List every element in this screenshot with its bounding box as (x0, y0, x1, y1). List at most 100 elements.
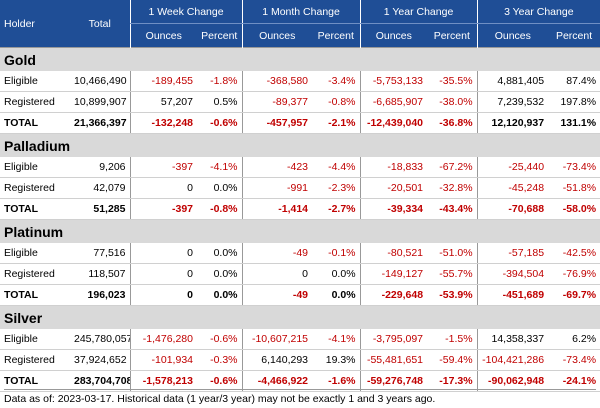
cell: -80,521 (359, 243, 428, 264)
section-row: Gold (0, 47, 600, 71)
cell: -32.8% (427, 177, 478, 199)
cell: -104,421,286 (476, 349, 549, 371)
cell: -90,062,948 (476, 370, 549, 392)
cell: -17.3% (427, 370, 478, 392)
cell: -3.4% (312, 71, 361, 92)
row-label: TOTAL (0, 370, 70, 392)
cell: -57,185 (476, 243, 549, 264)
cell: -45,248 (476, 177, 549, 199)
cell: 14,358,337 (476, 329, 549, 350)
cell: -368,580 (241, 71, 313, 92)
cell: -0.6% (197, 112, 243, 134)
cell: -3,795,097 (359, 329, 428, 350)
section-title: Platinum (0, 219, 600, 243)
cell: 196,023 (70, 284, 130, 306)
subheader: Percent (197, 23, 243, 48)
cell: -5,753,133 (359, 71, 428, 92)
cell: -58.0% (548, 198, 600, 220)
cell: 4,881,405 (476, 71, 549, 92)
subheader: Ounces (476, 23, 549, 48)
cell: 131.1% (548, 112, 600, 134)
section-title: Gold (0, 47, 600, 71)
group-header: 3 Year Change (476, 0, 600, 24)
cell: -55,481,651 (359, 349, 428, 371)
cell: -423 (241, 157, 313, 178)
cell: -397 (129, 157, 197, 178)
cell: -4.1% (312, 329, 361, 350)
cell: -51.0% (427, 243, 478, 264)
cell: 118,507 (70, 263, 130, 285)
cell: -0.6% (197, 370, 243, 392)
cell: -0.8% (312, 91, 361, 113)
cell: 0 (129, 243, 197, 264)
cell: -2.3% (312, 177, 361, 199)
cell: -59,276,748 (359, 370, 428, 392)
row-label: Eligible (0, 329, 70, 350)
table-body: Gold Eligible 10,466,490 -189,455 -1.8% -368,… (0, 47, 600, 392)
cell: -12,439,040 (359, 112, 428, 134)
row-label: TOTAL (0, 284, 70, 306)
cell: -39,334 (359, 198, 428, 220)
cell: 10,899,907 (70, 91, 130, 113)
data-row: Eligible 245,780,057 -1,476,280 -0.6% -10,60… (0, 329, 600, 350)
cell: -0.1% (312, 243, 361, 264)
row-label: Eligible (0, 243, 70, 264)
cell: -1.8% (197, 71, 243, 92)
cell: -4,466,922 (241, 370, 313, 392)
cell: -43.4% (427, 198, 478, 220)
cell: 0 (129, 284, 197, 306)
cell: 6.2% (548, 329, 600, 350)
cell: -1.6% (312, 370, 361, 392)
cell: -451,689 (476, 284, 549, 306)
cell: -2.1% (312, 112, 361, 134)
row-label: Registered (0, 177, 70, 199)
header-cell: Holder (0, 0, 70, 48)
cell: -42.5% (548, 243, 600, 264)
cell: 0 (241, 263, 313, 285)
cell: 283,704,708 (70, 370, 130, 392)
cell: 0.0% (197, 284, 243, 306)
cell: 0 (129, 177, 197, 199)
cell: -0.3% (197, 349, 243, 371)
cell: -457,957 (241, 112, 313, 134)
subheader: Percent (548, 23, 600, 48)
cell: -6,685,907 (359, 91, 428, 113)
footnote: Data as of: 2023-03-17. Historical data … (4, 389, 596, 405)
cell: -4.4% (312, 157, 361, 178)
cell: -1.5% (427, 329, 478, 350)
data-row: Eligible 77,516 0 0.0% -49 -0.1% -80,521 -51.0%… (0, 243, 600, 264)
data-row: Registered 118,507 0 0.0% 0 0.0% -149,127 -55.7… (0, 263, 600, 285)
section-row: Silver (0, 305, 600, 329)
group-header: 1 Year Change (359, 0, 478, 24)
cell: 87.4% (548, 71, 600, 92)
data-row: Registered 10,899,907 57,207 0.5% -89,377 -0.… (0, 91, 600, 113)
section-title: Silver (0, 305, 600, 329)
cell: -1,578,213 (129, 370, 197, 392)
cell: -36.8% (427, 112, 478, 134)
cell: -35.5% (427, 71, 478, 92)
cell: -0.8% (197, 198, 243, 220)
row-label: Eligible (0, 157, 70, 178)
section-title: Palladium (0, 133, 600, 157)
cell: -70,688 (476, 198, 549, 220)
cell: -76.9% (548, 263, 600, 285)
row-label: Eligible (0, 71, 70, 92)
cell: 57,207 (129, 91, 197, 113)
data-row: Eligible 9,206 -397 -4.1% -423 -4.4% -18,833 -6… (0, 157, 600, 178)
row-label: Registered (0, 91, 70, 113)
data-row: TOTAL 283,704,708 -1,578,213 -0.6% -4,466,92… (0, 370, 600, 392)
cell: -49 (241, 284, 313, 306)
cell: 0 (129, 263, 197, 285)
cell: -132,248 (129, 112, 197, 134)
header-cell: Total (70, 0, 130, 48)
row-label: Registered (0, 349, 70, 371)
cell: 197.8% (548, 91, 600, 113)
header-row: Ounces Percent Ounces Percent Ounces Percent O… (0, 23, 600, 48)
cell: 21,366,397 (70, 112, 130, 134)
cell: -59.4% (427, 349, 478, 371)
subheader: Percent (312, 23, 361, 48)
cell: -101,934 (129, 349, 197, 371)
table-header: Holder Total 1 Week Change 1 Month Change 1 … (0, 0, 600, 48)
cell: -397 (129, 198, 197, 220)
